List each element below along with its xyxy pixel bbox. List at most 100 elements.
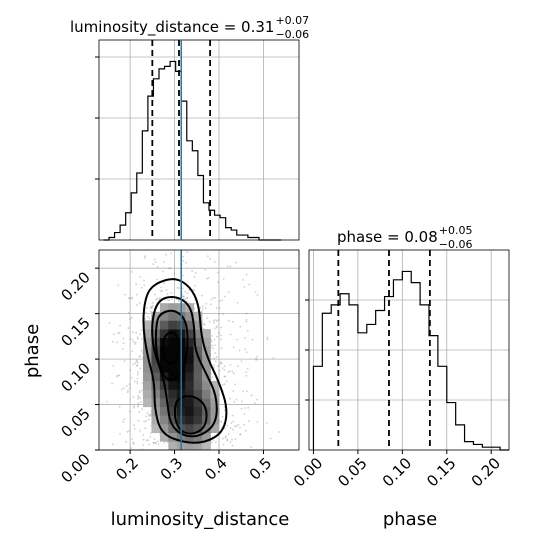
scatter-point xyxy=(216,271,219,274)
scatter-point xyxy=(149,307,152,309)
density-bin xyxy=(185,372,194,382)
scatter-point xyxy=(112,340,114,343)
scatter-point xyxy=(147,413,150,416)
scatter-point xyxy=(128,430,131,432)
scatter-point xyxy=(223,406,226,408)
scatter-point xyxy=(232,390,235,392)
scatter-point xyxy=(146,411,149,414)
scatter-point xyxy=(146,315,149,318)
scatter-point xyxy=(140,401,142,403)
scatter-point xyxy=(140,329,143,332)
scatter-point xyxy=(236,365,239,368)
scatter-point xyxy=(226,424,229,427)
joint-frame xyxy=(98,249,300,451)
scatter-point xyxy=(213,327,216,330)
scatter-point xyxy=(136,398,139,400)
scatter-point xyxy=(221,384,224,386)
scatter-point xyxy=(181,274,184,277)
scatter-point xyxy=(123,360,126,362)
scatter-point xyxy=(239,433,242,436)
scatter-point xyxy=(116,341,119,344)
scatter-point xyxy=(203,323,206,326)
phase-title: phase = 0.08 xyxy=(337,228,438,246)
scatter-point xyxy=(255,357,258,360)
scatter-point xyxy=(144,311,147,314)
scatter-point xyxy=(139,333,141,336)
scatter-point xyxy=(181,287,184,290)
scatter-point xyxy=(143,255,146,258)
scatter-point xyxy=(236,301,239,304)
scatter-point xyxy=(223,409,226,412)
density-bin xyxy=(193,372,203,382)
scatter-point xyxy=(186,292,189,295)
scatter-point xyxy=(245,390,248,393)
scatter-point xyxy=(130,297,133,300)
scatter-point xyxy=(148,418,150,421)
scatter-point xyxy=(211,376,214,379)
density-bin xyxy=(159,406,169,416)
scatter-point xyxy=(231,428,234,431)
ld-frame xyxy=(98,39,300,241)
density-bin xyxy=(193,355,203,364)
scatter-point xyxy=(145,415,148,418)
scatter-point xyxy=(143,284,146,287)
scatter-point xyxy=(186,296,189,299)
scatter-point xyxy=(149,310,152,313)
scatter-point xyxy=(156,278,158,281)
scatter-point xyxy=(212,347,215,350)
ph-x-tick-label: 0.15 xyxy=(423,454,459,490)
scatter-point xyxy=(202,327,205,330)
density-bin xyxy=(143,389,152,399)
scatter-point xyxy=(215,325,218,328)
density-bin xyxy=(193,329,203,339)
joint-y-tick-label: 0.15 xyxy=(57,314,93,350)
scatter-point xyxy=(129,338,132,341)
scatter-point xyxy=(139,390,141,392)
scatter-point xyxy=(231,320,234,323)
scatter-point xyxy=(224,295,226,298)
scatter-point xyxy=(118,331,121,334)
scatter-point xyxy=(213,338,216,341)
ph-x-tick-label: 0.10 xyxy=(379,454,415,490)
joint-x-tick-label: 0.4 xyxy=(201,454,231,484)
scatter-point xyxy=(131,296,133,299)
scatter-point xyxy=(222,443,225,446)
density-bin xyxy=(143,363,152,373)
scatter-point xyxy=(142,434,145,436)
density-bin xyxy=(185,398,194,408)
density-bin xyxy=(151,424,161,434)
scatter-point xyxy=(226,438,229,441)
scatter-point xyxy=(136,377,139,380)
scatter-point xyxy=(127,297,130,299)
scatter-point xyxy=(211,344,213,347)
scatter-point xyxy=(213,344,216,347)
scatter-point xyxy=(229,441,232,444)
scatter-point xyxy=(136,364,138,367)
x-axis-label-luminosity-distance: luminosity_distance xyxy=(111,509,290,530)
joint-y-tick-label: 0.10 xyxy=(57,359,93,395)
scatter-point xyxy=(142,438,145,441)
density-bin xyxy=(185,320,194,330)
scatter-point xyxy=(116,374,119,377)
scatter-point xyxy=(191,270,194,273)
scatter-point xyxy=(230,422,233,424)
scatter-point xyxy=(133,405,135,408)
scatter-point xyxy=(139,429,141,432)
scatter-point xyxy=(193,289,196,291)
scatter-point xyxy=(112,333,115,336)
density-bin xyxy=(202,372,211,382)
scatter-point xyxy=(217,365,219,368)
scatter-point xyxy=(214,260,216,263)
scatter-point xyxy=(218,364,221,367)
scatter-point xyxy=(137,402,140,404)
scatter-point xyxy=(214,352,217,355)
scatter-point xyxy=(214,360,217,363)
density-bin xyxy=(151,380,161,390)
density-bin xyxy=(202,424,211,434)
phase-histogram: 0.00 0.05 0.10 0.15 0.20 xyxy=(290,249,510,490)
density-bin xyxy=(151,389,161,399)
density-bin xyxy=(193,389,203,399)
scatter-point xyxy=(227,433,230,435)
scatter-point xyxy=(241,400,243,403)
scatter-point xyxy=(135,360,138,363)
